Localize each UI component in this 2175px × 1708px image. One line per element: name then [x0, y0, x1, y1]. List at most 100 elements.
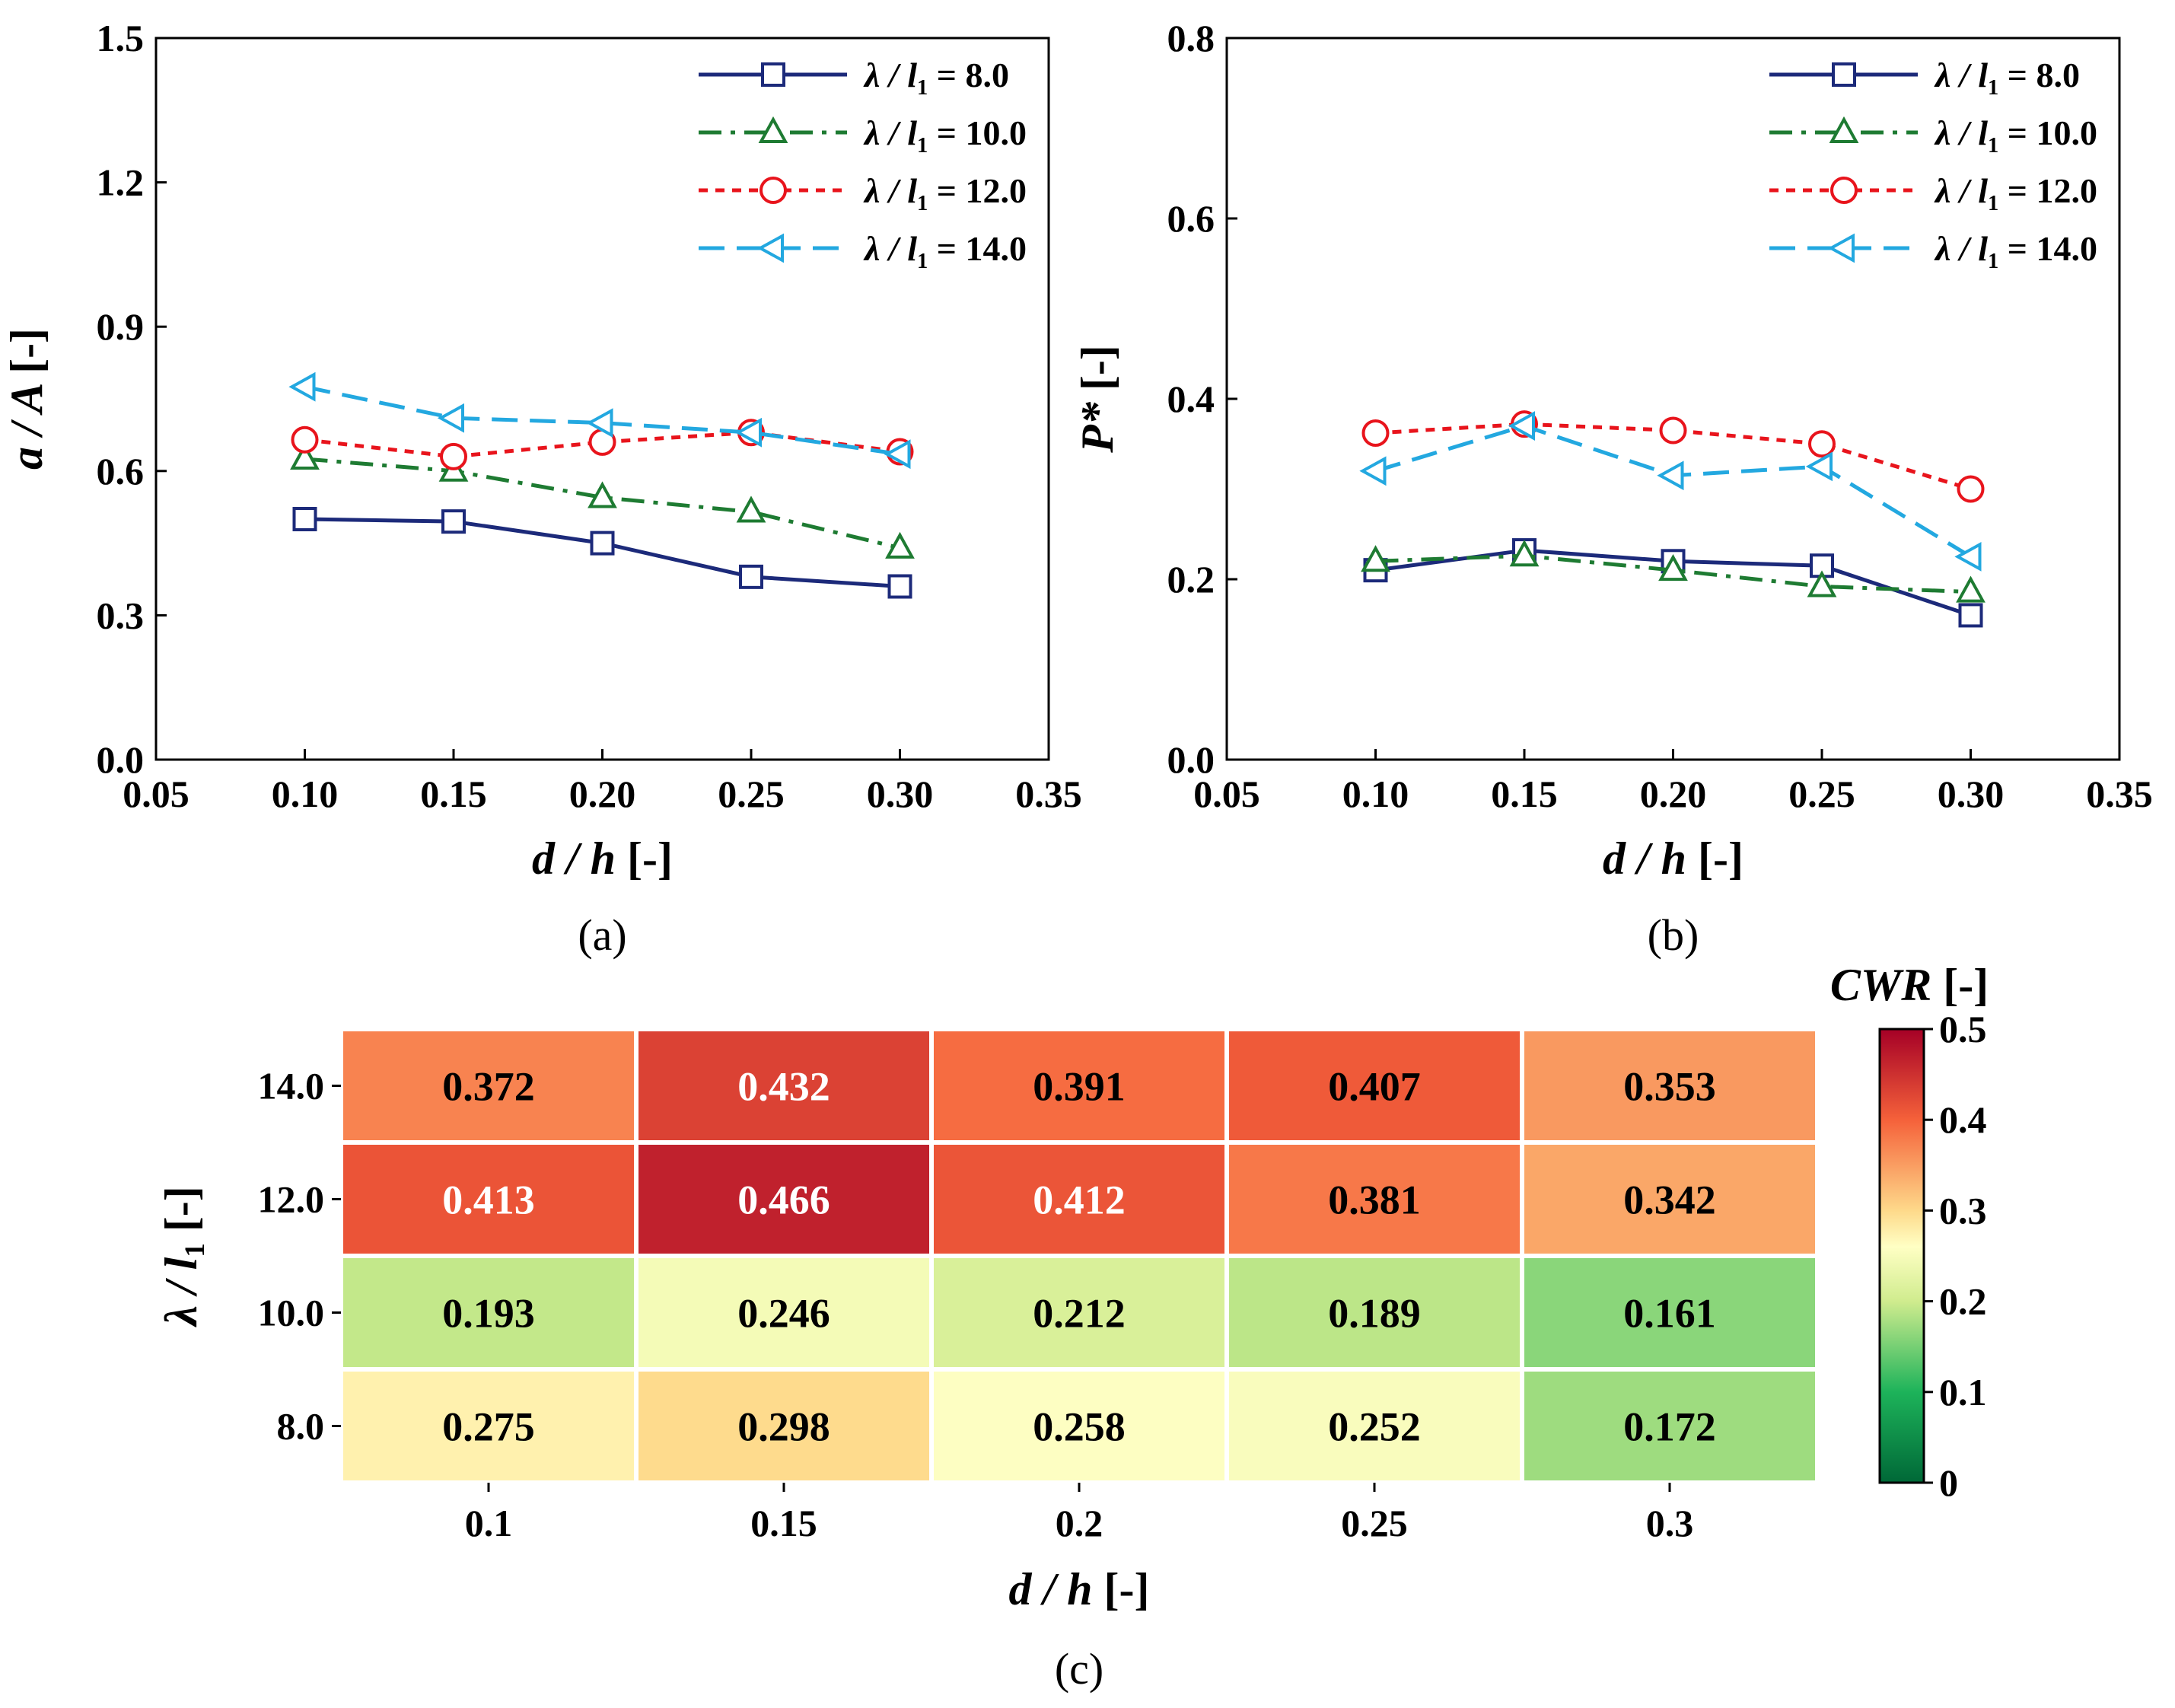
legend-marker-l1-14-0	[756, 233, 784, 263]
data-point-l1-10-0	[1509, 540, 1540, 567]
legend-marker-l1-14-0	[1827, 233, 1855, 263]
heatmap-cell	[634, 1367, 934, 1485]
y-tick-label: 0.6	[1167, 197, 1215, 240]
heatmap-cell-value: 0.275	[442, 1404, 535, 1450]
legend-marker-l1-8-0	[761, 62, 785, 87]
data-point-l1-14-0	[586, 408, 613, 438]
y-tick-label: 0.9	[97, 305, 145, 348]
heatmap-cell	[929, 1254, 1229, 1372]
heatmap-cell-value: 0.432	[737, 1064, 830, 1110]
data-point-l1-12-0	[1957, 475, 1985, 503]
heatmap-cell	[929, 1027, 1229, 1145]
heatmap-cell	[1520, 1367, 1820, 1485]
panel-label: (b)	[1648, 910, 1699, 960]
data-point-l1-12-0	[1659, 416, 1687, 445]
data-point-l1-10-0	[1956, 575, 1986, 603]
y-tick-label: 0.0	[1167, 738, 1215, 781]
data-point-l1-14-0	[1805, 451, 1833, 482]
legend-label-l1-12-0: λ / l1 = 12.0	[863, 171, 1027, 215]
panel-label: (a)	[578, 910, 626, 960]
heatmap-cell	[929, 1140, 1229, 1258]
data-point-l1-14-0	[1954, 541, 1982, 572]
heatmap-cell-value: 0.193	[442, 1291, 535, 1337]
heatmap-cell	[1224, 1027, 1524, 1145]
y-axis-label: P* [-]	[1072, 345, 1123, 454]
heatmap-cell-value: 0.161	[1623, 1291, 1716, 1337]
series-line-l1-14-0	[1374, 423, 1972, 559]
legend-marker-l1-10-0	[758, 116, 788, 143]
heatmap-cell	[339, 1027, 638, 1145]
x-tick-label: 0.25	[1788, 773, 1855, 815]
x-tick-label: 0.1	[465, 1502, 513, 1544]
legend-marker-l1-10-0	[1829, 116, 1859, 143]
x-tick-label: 0.05	[123, 773, 189, 815]
chart-panel-b: 0.05 0.10 0.15 0.20 0.25 0.30 0.35 0.0 0.2 0.4 0.6…	[1072, 17, 2153, 960]
x-tick-label: 0.25	[1341, 1502, 1408, 1544]
chart-panel-c: 0.372 0.432 0.391 0.407 0.353 0.413 0.466 0.4 12…	[156, 960, 1989, 1694]
legend-label-l1-12-0: λ / l1 = 12.0	[1934, 171, 2097, 215]
x-tick-label: 0.35	[2086, 773, 2153, 815]
data-point-l1-10-0	[736, 496, 766, 523]
data-point-l1-14-0	[734, 417, 762, 448]
colorbar-tick-label: 0	[1939, 1461, 1958, 1504]
chart-panel-a: 0.05 0.10 0.15 0.20 0.25 0.30 0.35 0.0 0.3 0.6 0.9…	[2, 17, 1082, 960]
heatmap-cell-value: 0.372	[442, 1064, 535, 1110]
heatmap-cell-value: 0.413	[442, 1177, 535, 1223]
x-tick-label: 0.05	[1193, 773, 1260, 815]
x-tick-label: 0.3	[1646, 1502, 1694, 1544]
x-tick-label: 0.10	[272, 773, 339, 815]
legend-label-l1-10-0: λ / l1 = 10.0	[863, 113, 1027, 158]
y-tick-label: 0.6	[97, 450, 145, 492]
data-point-l1-10-0	[1807, 570, 1837, 597]
data-point-l1-8-0	[441, 509, 466, 534]
x-tick-label: 0.10	[1342, 773, 1409, 815]
data-point-l1-8-0	[739, 564, 763, 589]
x-tick-label: 0.35	[1015, 773, 1082, 815]
colorbar-tick-label: 0.4	[1939, 1098, 1987, 1141]
x-axis-label: d / h [-]	[532, 833, 673, 884]
heatmap-cell-value: 0.258	[1033, 1404, 1126, 1450]
y-tick-label: 0.2	[1167, 558, 1215, 601]
y-axis-label: λ / l1 [-]	[156, 1186, 211, 1328]
heatmap-cell	[1520, 1140, 1820, 1258]
data-point-l1-12-0	[291, 425, 319, 454]
heatmap-cell-value: 0.252	[1328, 1404, 1421, 1450]
data-point-l1-14-0	[1359, 456, 1387, 486]
x-tick-label: 0.15	[750, 1502, 817, 1544]
y-tick-label: 0.3	[97, 594, 145, 636]
heatmap-cell-value: 0.391	[1033, 1064, 1126, 1110]
heatmap-cell-value: 0.172	[1623, 1404, 1716, 1450]
y-tick-label: 10.0	[258, 1292, 325, 1334]
y-tick-label: 0.0	[97, 738, 145, 781]
heatmap-cell-value: 0.353	[1623, 1064, 1716, 1110]
data-point-l1-12-0	[1361, 419, 1390, 448]
x-tick-label: 0.20	[569, 773, 636, 815]
data-point-l1-10-0	[1361, 545, 1390, 572]
y-tick-label: 1.5	[97, 17, 145, 59]
data-point-l1-14-0	[884, 439, 911, 470]
y-tick-label: 12.0	[258, 1178, 325, 1221]
colorbar	[1878, 1028, 1925, 1484]
legend-marker-l1-12-0	[1830, 177, 1858, 204]
data-point-l1-10-0	[885, 531, 915, 559]
x-tick-label: 0.15	[1491, 773, 1558, 815]
data-point-l1-8-0	[292, 507, 317, 531]
heatmap-cell-value: 0.466	[737, 1177, 830, 1223]
data-point-l1-10-0	[290, 442, 320, 470]
heatmap-cell-value: 0.246	[737, 1291, 830, 1337]
heatmap-cell-value: 0.407	[1328, 1064, 1421, 1110]
series-line-l1-10-0	[1375, 553, 1971, 594]
colorbar-tick-label: 0.5	[1939, 1008, 1987, 1050]
data-point-l1-8-0	[1958, 603, 1983, 628]
heatmap-cell-value: 0.342	[1623, 1177, 1716, 1223]
y-axis-label: a / A [-]	[2, 328, 52, 470]
y-tick-label: 0.8	[1167, 17, 1215, 59]
y-tick-label: 1.2	[97, 161, 145, 204]
data-point-l1-14-0	[1657, 460, 1684, 491]
legend-label-l1-8-0: λ / l1 = 8.0	[1934, 56, 2080, 100]
x-tick-label: 0.2	[1056, 1502, 1103, 1544]
heatmap-cell-value: 0.212	[1033, 1291, 1126, 1337]
legend-label-l1-8-0: λ / l1 = 8.0	[863, 56, 1009, 100]
heatmap-cell	[929, 1367, 1229, 1485]
